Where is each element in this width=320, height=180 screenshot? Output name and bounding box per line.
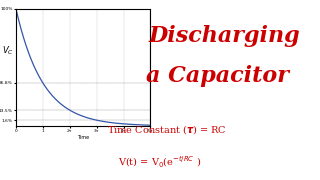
X-axis label: Time: Time — [77, 135, 89, 140]
Text: V(t) = V$_0$(e$^{-t/RC}$ ): V(t) = V$_0$(e$^{-t/RC}$ ) — [118, 154, 202, 170]
Text: a Capacitor: a Capacitor — [146, 65, 289, 87]
Text: Time Constant ($\boldsymbol{\tau}$) = RC: Time Constant ($\boldsymbol{\tau}$) = RC — [107, 123, 226, 136]
Text: Discharging: Discharging — [148, 25, 300, 47]
Text: $V_C$: $V_C$ — [2, 44, 14, 57]
